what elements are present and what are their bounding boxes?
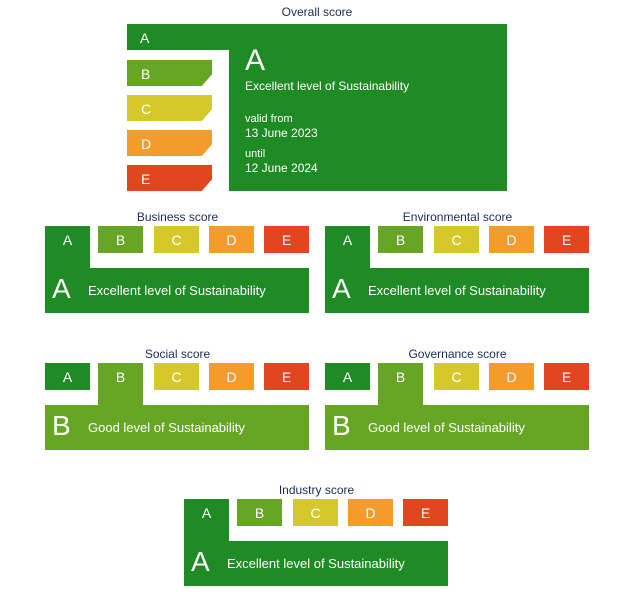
grade-label: B bbox=[254, 505, 265, 521]
grade-label: A bbox=[140, 30, 150, 46]
score-description: Good level of Sustainability bbox=[368, 420, 525, 435]
score-title: Governance score bbox=[408, 347, 507, 361]
grade-label: C bbox=[171, 232, 182, 248]
grade-cell: C bbox=[434, 226, 479, 253]
score-title: Social score bbox=[144, 347, 211, 361]
score-card: Business score A B C D E A Excellent level of S… bbox=[45, 210, 310, 314]
grade-cell: E bbox=[544, 226, 589, 253]
score-panel: B Good level of Sustainability bbox=[45, 405, 309, 450]
grade-label: E bbox=[141, 171, 151, 187]
grade-label: C bbox=[141, 101, 152, 117]
score-card: Governance score A B C D E B Good level of Sust… bbox=[325, 347, 590, 451]
grade-label: C bbox=[171, 369, 182, 385]
grade-cell: E bbox=[264, 363, 309, 390]
grade-cell: D bbox=[209, 363, 254, 390]
grade-cell: A bbox=[325, 363, 370, 390]
score-grade: B bbox=[332, 410, 351, 441]
grade-arrow: C bbox=[127, 95, 212, 121]
score-description: Excellent level of Sustainability bbox=[368, 283, 546, 298]
grade-cell: B bbox=[98, 363, 143, 405]
grade-cell: C bbox=[154, 226, 199, 253]
grade-label: B bbox=[141, 66, 151, 82]
grade-cell: C bbox=[154, 363, 199, 390]
grade-arrow: E bbox=[127, 165, 212, 191]
valid-from-label: valid from bbox=[245, 113, 293, 125]
grade-label: D bbox=[506, 369, 517, 385]
grade-arrow: D bbox=[127, 130, 212, 156]
until-label: until bbox=[245, 148, 266, 160]
score-card: Social score A B C D E B Good level of Sustaina… bbox=[45, 347, 310, 451]
overall-title: Overall score bbox=[281, 5, 353, 19]
grade-label: B bbox=[395, 369, 406, 385]
grade-cell: C bbox=[293, 499, 338, 526]
grade-cell: B bbox=[237, 499, 282, 526]
grade-label: B bbox=[115, 369, 126, 385]
grade-label: C bbox=[310, 505, 321, 521]
grade-label: A bbox=[342, 369, 353, 385]
score-description: Good level of Sustainability bbox=[88, 420, 245, 435]
grade-cell: E bbox=[403, 499, 448, 526]
until: 12 June 2024 bbox=[245, 161, 318, 175]
grade-label: E bbox=[561, 232, 572, 248]
score-panel: A Excellent level of Sustainability bbox=[184, 541, 448, 586]
grade-cell: B bbox=[378, 226, 423, 253]
grade-label: A bbox=[342, 232, 353, 248]
grade-label: E bbox=[281, 369, 292, 385]
grade-cell: A bbox=[325, 226, 370, 268]
overall-panel bbox=[229, 50, 507, 191]
score-panel: A Excellent level of Sustainability bbox=[325, 268, 589, 313]
score-grade: A bbox=[332, 273, 351, 304]
grade-label: C bbox=[451, 369, 462, 385]
grade-cell: E bbox=[264, 226, 309, 253]
score-title: Business score bbox=[136, 210, 219, 224]
grade-cell: A bbox=[45, 363, 90, 390]
grade-cell: B bbox=[98, 226, 143, 253]
overall-grade: A bbox=[245, 44, 266, 77]
overall-top-bar bbox=[127, 24, 507, 50]
grade-cell: C bbox=[434, 363, 479, 390]
score-panel: B Good level of Sustainability bbox=[325, 405, 589, 450]
valid-from: 13 June 2023 bbox=[245, 126, 318, 140]
grade-cell: A bbox=[184, 499, 229, 541]
score-grade: A bbox=[52, 273, 71, 304]
grade-label: D bbox=[141, 136, 152, 152]
score-title: Environmental score bbox=[402, 210, 513, 224]
grade-cell: D bbox=[209, 226, 254, 253]
grade-cell: E bbox=[544, 363, 589, 390]
grade-label: D bbox=[365, 505, 376, 521]
grade-label: D bbox=[226, 232, 237, 248]
grade-cell: D bbox=[348, 499, 393, 526]
score-grade: B bbox=[52, 410, 71, 441]
grade-label: E bbox=[281, 232, 292, 248]
grade-label: A bbox=[201, 505, 212, 521]
overall-description: Excellent level of Sustainability bbox=[245, 79, 410, 93]
grade-label: E bbox=[420, 505, 431, 521]
grade-label: B bbox=[115, 232, 126, 248]
grade-label: A bbox=[62, 369, 73, 385]
score-card: Environmental score A B C D E A Excellent level… bbox=[325, 210, 590, 314]
score-grade: A bbox=[191, 546, 210, 577]
grade-label: D bbox=[226, 369, 237, 385]
score-panel: A Excellent level of Sustainability bbox=[45, 268, 309, 313]
grade-arrow: B bbox=[127, 60, 212, 86]
score-card: Industry score A B C D E A Excellent level of S… bbox=[184, 483, 449, 587]
grade-label: C bbox=[451, 232, 462, 248]
grade-label: B bbox=[395, 232, 406, 248]
grade-cell: D bbox=[489, 226, 534, 253]
score-title: Industry score bbox=[278, 483, 355, 497]
grade-cell: B bbox=[378, 363, 423, 405]
grade-label: E bbox=[561, 369, 572, 385]
grade-cell: A bbox=[45, 226, 90, 268]
score-description: Excellent level of Sustainability bbox=[227, 556, 405, 571]
score-description: Excellent level of Sustainability bbox=[88, 283, 266, 298]
grade-label: D bbox=[506, 232, 517, 248]
grade-cell: D bbox=[489, 363, 534, 390]
grade-label: A bbox=[62, 232, 73, 248]
